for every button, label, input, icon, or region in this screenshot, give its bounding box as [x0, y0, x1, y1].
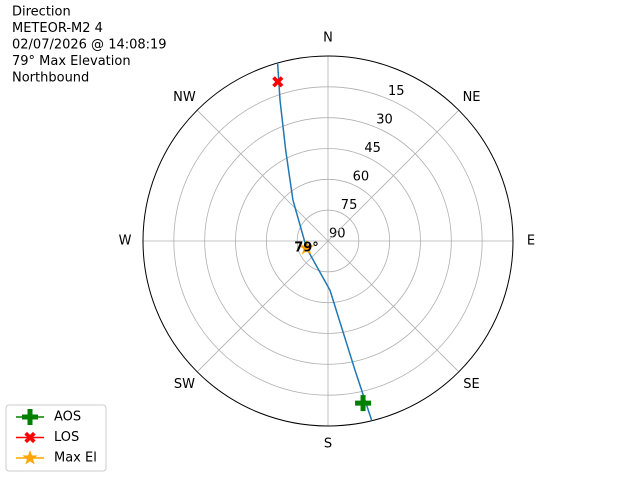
r-tick-label: 75	[341, 198, 358, 213]
r-tick-label: 90	[329, 227, 346, 242]
legend-label: AOS	[54, 410, 81, 425]
track-line	[276, 62, 373, 421]
azimuth-label: NE	[463, 90, 481, 105]
info-line: 79° Max Elevation	[12, 54, 131, 69]
r-tick-label: 15	[388, 84, 405, 99]
info-line: METEOR-M2 4	[12, 21, 103, 36]
grid-spoke	[327, 109, 460, 242]
info-line: Northbound	[12, 71, 89, 86]
azimuth-label: NW	[173, 90, 196, 105]
marker	[272, 76, 284, 88]
info-line: Direction	[12, 5, 71, 20]
info-line: 02/07/2026 @ 14:08:19	[12, 38, 167, 53]
value-label: 79°	[294, 240, 319, 255]
legend-marker	[22, 409, 38, 425]
grid-spoke	[327, 240, 460, 373]
legend-marker	[24, 431, 36, 444]
legend-label: Max El	[54, 451, 97, 466]
r-tick-label: 45	[364, 141, 381, 156]
azimuth-label: W	[119, 234, 132, 249]
legend-label: LOS	[54, 430, 79, 445]
azimuth-label: SW	[174, 377, 195, 392]
marker	[298, 240, 315, 255]
legend-marker	[22, 450, 38, 465]
azimuth-label: N	[323, 31, 333, 46]
grid-spoke	[196, 240, 329, 373]
azimuth-label: S	[324, 437, 332, 452]
r-tick-label: 30	[376, 113, 393, 128]
azimuth-label: SE	[463, 377, 479, 392]
azimuth-label: E	[527, 234, 535, 249]
r-tick-label: 60	[353, 170, 370, 185]
polar-frame	[142, 55, 514, 427]
marker	[355, 395, 372, 412]
grid-spoke	[196, 109, 329, 242]
